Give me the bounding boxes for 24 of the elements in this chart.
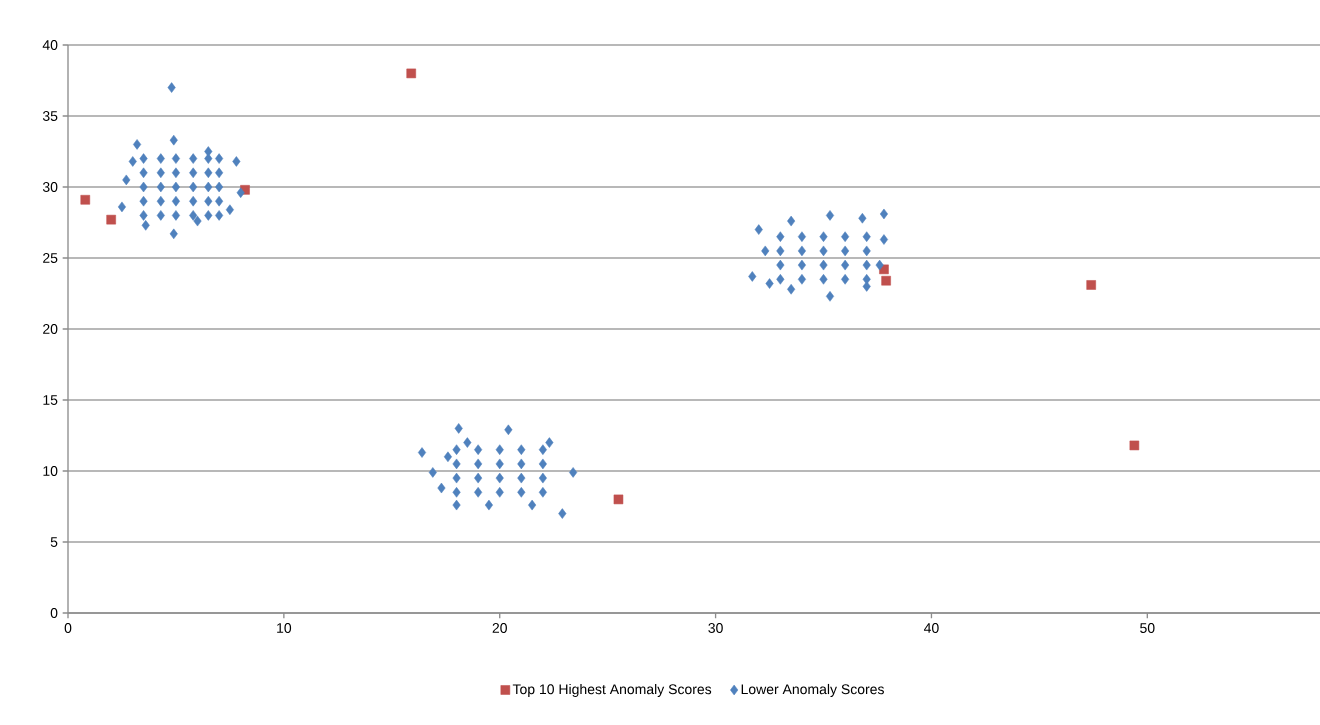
x-tick-label: 0: [64, 623, 72, 633]
y-tick-label: 25: [43, 253, 58, 263]
point: [613, 494, 624, 505]
legend-label: Top 10 Highest Anomaly Scores: [512, 683, 712, 697]
point: [80, 195, 91, 205]
y-tick-label: 5: [50, 537, 58, 547]
y-tick-label: 40: [42, 40, 58, 50]
y-tick-label: 20: [43, 324, 58, 334]
y-tick-label: 35: [42, 111, 58, 121]
y-tick-label: 10: [43, 466, 58, 476]
legend-label: Lower Anomaly Scores: [741, 683, 884, 697]
y-tick-label: 15: [43, 395, 58, 405]
point: [1086, 280, 1096, 290]
x-tick-label: 10: [277, 623, 292, 633]
y-tick-label: 0: [50, 608, 58, 618]
x-tick-label: 50: [1140, 623, 1155, 633]
point: [106, 214, 116, 225]
point: [406, 68, 416, 79]
x-tick-label: 30: [708, 623, 723, 633]
x-tick-label: 40: [923, 623, 939, 633]
y-tick-label: 30: [42, 182, 58, 192]
point: [1129, 440, 1140, 451]
x-tick-label: 20: [492, 623, 507, 633]
point: [881, 275, 891, 286]
